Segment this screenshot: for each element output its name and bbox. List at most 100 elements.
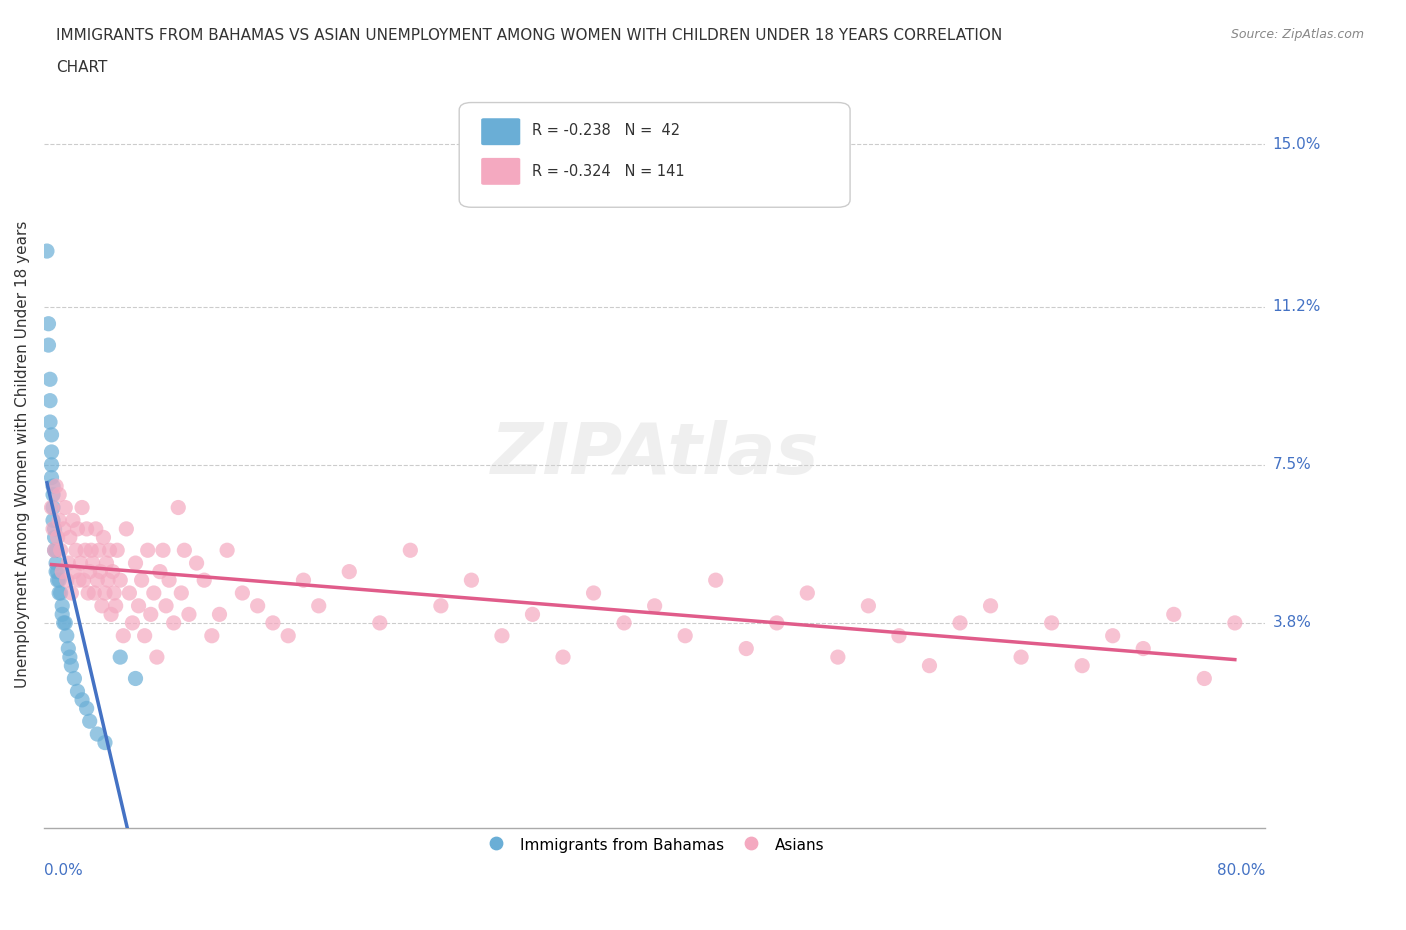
- Point: [62, 513, 84, 528]
- Point: [63, 565, 86, 579]
- Point: [262, 616, 284, 631]
- Point: [70, 693, 93, 708]
- Point: [56, 629, 79, 644]
- Point: [41, 500, 63, 515]
- Point: [131, 573, 153, 588]
- Point: [98, 543, 121, 558]
- Point: [186, 555, 208, 570]
- Point: [76, 701, 98, 716]
- Point: [112, 629, 135, 644]
- Point: [704, 573, 727, 588]
- Text: R = -0.324   N = 141: R = -0.324 N = 141: [533, 164, 685, 179]
- Point: [124, 671, 146, 686]
- Point: [97, 573, 120, 588]
- Point: [66, 684, 89, 698]
- Point: [796, 586, 818, 601]
- Point: [86, 726, 108, 741]
- Point: [41, 445, 63, 459]
- Point: [39, 372, 62, 387]
- Point: [94, 586, 117, 601]
- Point: [167, 500, 190, 515]
- Point: [37, 338, 59, 352]
- Point: [48, 487, 70, 502]
- Point: [59, 650, 82, 665]
- Point: [46, 573, 69, 588]
- Point: [1223, 616, 1246, 631]
- Point: [491, 629, 513, 644]
- Point: [42, 522, 65, 537]
- Point: [157, 573, 180, 588]
- Point: [58, 555, 80, 570]
- Point: [48, 586, 70, 601]
- Point: [51, 607, 73, 622]
- Point: [368, 616, 391, 631]
- Point: [980, 598, 1002, 613]
- Point: [89, 565, 111, 579]
- Point: [644, 598, 666, 613]
- Text: 15.0%: 15.0%: [1272, 137, 1320, 152]
- Point: [67, 573, 90, 588]
- Point: [39, 415, 62, 430]
- Point: [59, 530, 82, 545]
- Point: [63, 671, 86, 686]
- Point: [39, 393, 62, 408]
- Text: 11.2%: 11.2%: [1272, 299, 1320, 314]
- Point: [139, 607, 162, 622]
- Point: [163, 616, 186, 631]
- Point: [231, 586, 253, 601]
- Point: [613, 616, 636, 631]
- Point: [48, 573, 70, 588]
- Point: [173, 543, 195, 558]
- Point: [522, 607, 544, 622]
- Point: [94, 735, 117, 750]
- FancyBboxPatch shape: [481, 158, 520, 185]
- Point: [399, 543, 422, 558]
- FancyBboxPatch shape: [460, 102, 851, 207]
- Point: [110, 650, 132, 665]
- Point: [887, 629, 910, 644]
- Point: [1040, 616, 1063, 631]
- Point: [46, 565, 69, 579]
- Point: [60, 586, 83, 601]
- FancyBboxPatch shape: [481, 118, 520, 145]
- Point: [49, 586, 72, 601]
- Point: [136, 543, 159, 558]
- Point: [42, 500, 65, 515]
- Point: [56, 573, 79, 588]
- Point: [42, 487, 65, 502]
- Point: [118, 586, 141, 601]
- Point: [827, 650, 849, 665]
- Point: [41, 458, 63, 472]
- Point: [79, 714, 101, 729]
- Point: [41, 428, 63, 443]
- Point: [1010, 650, 1032, 665]
- Point: [115, 522, 138, 537]
- Point: [52, 522, 75, 537]
- Point: [75, 543, 97, 558]
- Point: [86, 573, 108, 588]
- Point: [72, 573, 94, 588]
- Point: [673, 629, 696, 644]
- Point: [155, 598, 177, 613]
- Point: [246, 598, 269, 613]
- Point: [51, 565, 73, 579]
- Point: [858, 598, 880, 613]
- Point: [37, 316, 59, 331]
- Point: [87, 543, 110, 558]
- Point: [83, 586, 105, 601]
- Text: R = -0.238   N =  42: R = -0.238 N = 42: [533, 124, 681, 139]
- Point: [121, 616, 143, 631]
- Point: [70, 500, 93, 515]
- Point: [60, 658, 83, 673]
- Point: [49, 543, 72, 558]
- Point: [582, 586, 605, 601]
- Point: [110, 573, 132, 588]
- Point: [1132, 641, 1154, 656]
- Point: [79, 565, 101, 579]
- Point: [152, 543, 174, 558]
- Point: [44, 522, 66, 537]
- Point: [1194, 671, 1216, 686]
- Point: [142, 586, 165, 601]
- Point: [949, 616, 972, 631]
- Point: [51, 598, 73, 613]
